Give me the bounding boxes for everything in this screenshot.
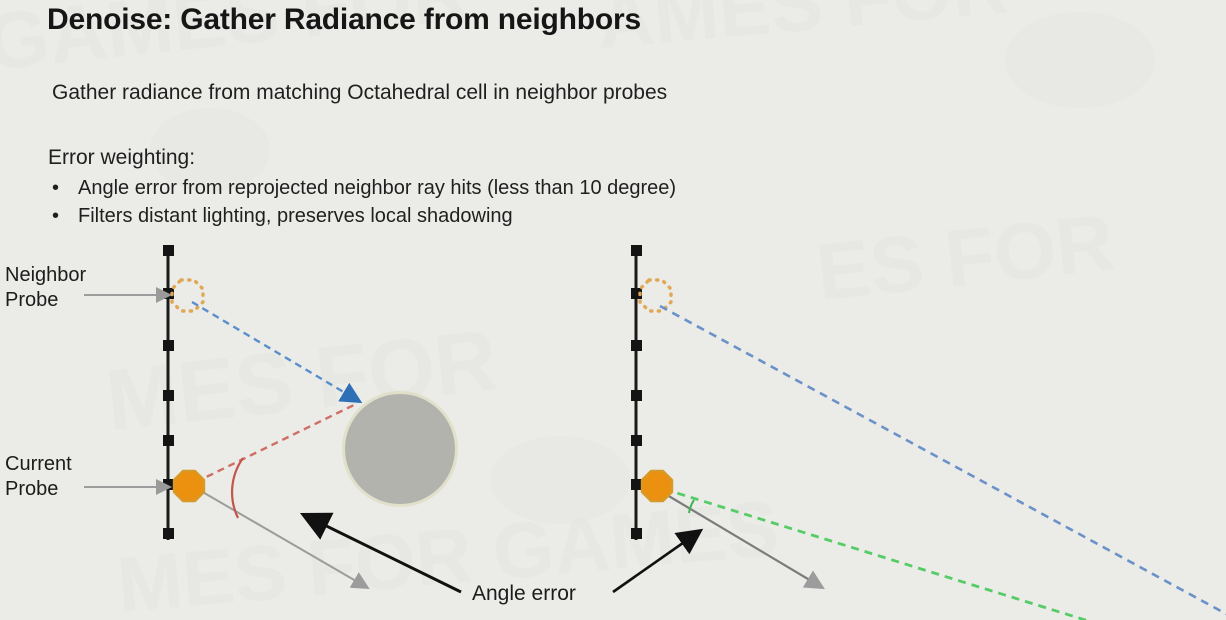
bullet-item: • Angle error from reprojected neighbor r… xyxy=(52,177,676,200)
neighbor-ray-blue-left xyxy=(191,300,363,404)
error-weighting-heading: Error weighting: xyxy=(48,146,196,169)
matched-ray-green-right xyxy=(663,487,1090,620)
bullet-item: • Filters distant lighting, preserves loc… xyxy=(52,205,513,228)
left-panel-group xyxy=(163,245,458,590)
angle-error-label: Angle error xyxy=(472,582,576,605)
bullet-text: Filters distant lighting, preserves loca… xyxy=(78,205,513,227)
neighbor-ray-blue-right xyxy=(659,304,1226,616)
bullet-text: Angle error from reprojected neighbor ra… xyxy=(78,177,677,199)
angle-error-arrow-right xyxy=(612,528,704,594)
angle-arc-green xyxy=(688,499,695,514)
actual-ray-gray-left xyxy=(193,486,370,590)
neighbor-probe-marker-left xyxy=(170,278,205,313)
neighbor-probe-label: Neighbor Probe xyxy=(5,264,87,311)
bullet-marker-icon: • xyxy=(52,177,60,199)
angle-arc-red xyxy=(230,457,244,519)
neighbor-probe-marker-right xyxy=(638,278,673,313)
actual-ray-gray-right xyxy=(661,491,825,590)
current-probe-marker-right xyxy=(640,469,674,503)
slide-subtitle: Gather radiance from matching Octahedral… xyxy=(52,81,668,104)
occluder-sphere-body xyxy=(345,394,455,504)
page-title: Denoise: Gather Radiance from neighbors xyxy=(47,3,641,36)
current-probe-marker-left xyxy=(172,469,206,503)
wall-tick-marks-right xyxy=(631,245,642,539)
reprojected-ray-red-left xyxy=(195,402,357,484)
right-panel-group xyxy=(631,245,1226,620)
current-probe-label: Current Probe xyxy=(5,453,72,500)
angle-error-arrow-left xyxy=(299,512,462,594)
bullet-marker-icon: • xyxy=(52,205,60,227)
